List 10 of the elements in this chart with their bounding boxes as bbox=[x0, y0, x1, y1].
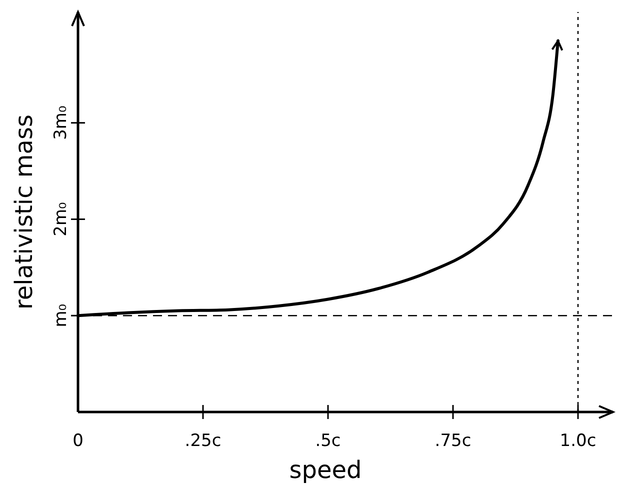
y-tick-label: m₀ bbox=[51, 304, 71, 328]
y-tick-label: 2m₀ bbox=[51, 202, 71, 236]
x-tick-label: 1.0c bbox=[560, 431, 596, 451]
x-tick-label: 0 bbox=[72, 431, 84, 451]
y-tick-label: 3m₀ bbox=[51, 106, 71, 140]
y-axis-title: relativistic mass bbox=[10, 114, 38, 310]
x-axis-title: speed bbox=[289, 456, 362, 484]
x-tick-label: .5c bbox=[315, 431, 341, 451]
x-tick-label: .75c bbox=[434, 431, 472, 451]
x-tick-label: .25c bbox=[184, 431, 222, 451]
